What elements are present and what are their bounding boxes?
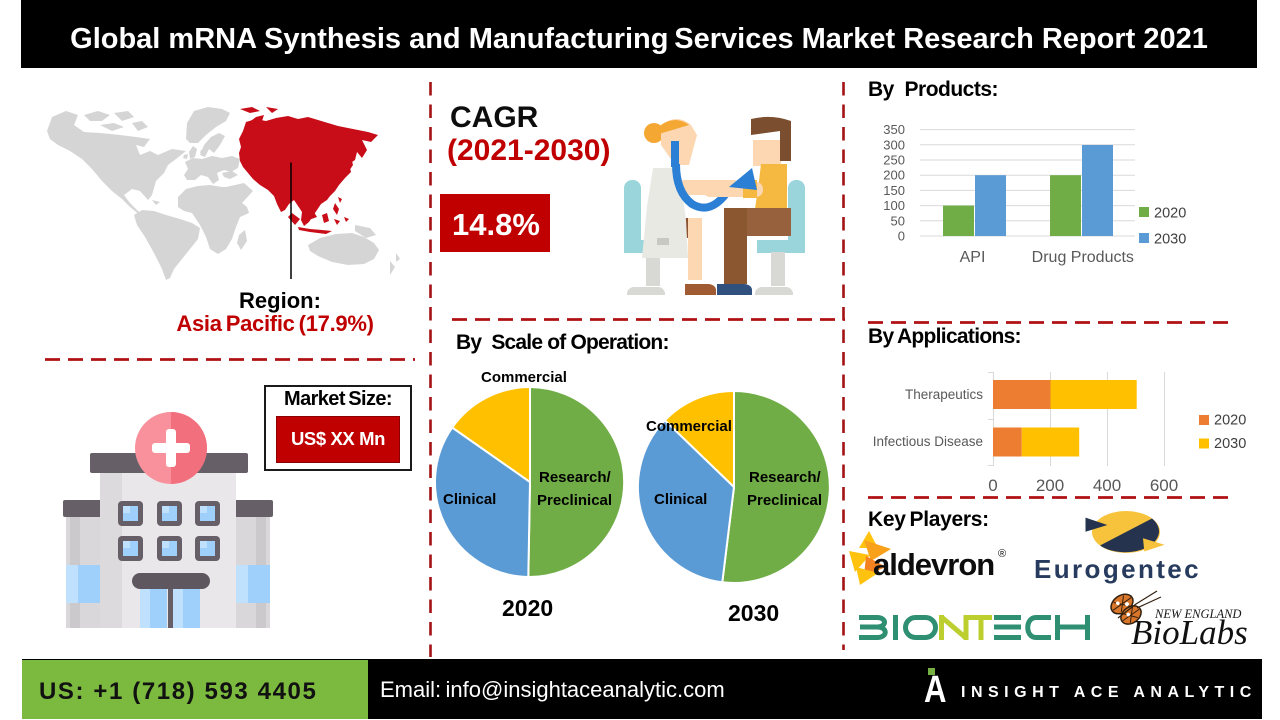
svg-text:200: 200: [883, 168, 905, 183]
svg-text:2020: 2020: [1154, 206, 1186, 222]
svg-text:Infectious Disease: Infectious Disease: [873, 434, 983, 449]
svg-text:Drug Products: Drug Products: [1032, 249, 1134, 266]
svg-text:600: 600: [1150, 476, 1178, 495]
svg-text:150: 150: [883, 183, 905, 198]
svg-text:NEW ENGLAND: NEW ENGLAND: [1154, 607, 1241, 621]
svg-text:2030: 2030: [1154, 232, 1186, 248]
svg-text:0: 0: [898, 229, 905, 244]
svg-text:Therapeutics: Therapeutics: [905, 387, 983, 402]
svg-text:400: 400: [1093, 476, 1121, 495]
svg-text:200: 200: [1036, 476, 1064, 495]
svg-text:2030: 2030: [1214, 436, 1246, 452]
svg-text:300: 300: [883, 137, 905, 152]
svg-text:BioLabs: BioLabs: [1131, 613, 1248, 652]
svg-text:®: ®: [998, 548, 1006, 560]
svg-text:350: 350: [883, 122, 905, 137]
svg-text:aldevron: aldevron: [873, 547, 994, 582]
svg-text:50: 50: [891, 213, 905, 228]
svg-text:100: 100: [883, 198, 905, 213]
svg-text:250: 250: [883, 153, 905, 168]
svg-text:Eurogentec: Eurogentec: [1034, 554, 1201, 584]
svg-text:API: API: [960, 249, 986, 266]
svg-text:2020: 2020: [1214, 413, 1246, 429]
svg-text:0: 0: [988, 476, 997, 495]
